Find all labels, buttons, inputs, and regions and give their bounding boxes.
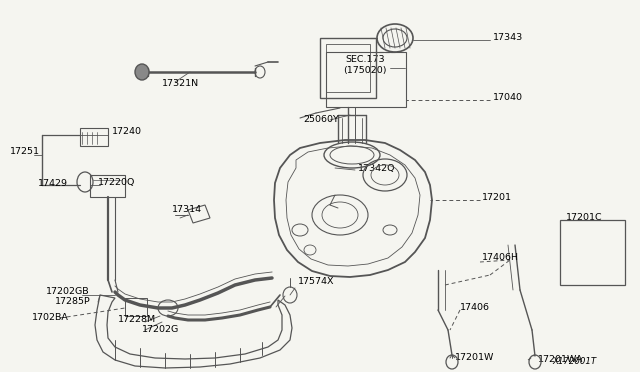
Text: 17201: 17201: [482, 193, 512, 202]
Text: 17201WA: 17201WA: [538, 356, 584, 365]
Bar: [125, 298, 147, 316]
Text: 17228M: 17228M: [118, 315, 156, 324]
Bar: [560, 220, 625, 285]
Text: 17220Q: 17220Q: [98, 179, 136, 187]
Text: 17343: 17343: [493, 33, 524, 42]
Text: (175020): (175020): [343, 65, 387, 74]
Text: 17240: 17240: [112, 128, 142, 137]
Ellipse shape: [135, 64, 149, 80]
Text: 1702BA: 1702BA: [32, 314, 69, 323]
Text: 17429: 17429: [38, 179, 68, 187]
Text: 17406H: 17406H: [482, 253, 519, 263]
Bar: [90, 175, 125, 197]
Text: 17342Q: 17342Q: [358, 164, 396, 173]
Bar: [326, 44, 370, 92]
Text: 17574X: 17574X: [298, 278, 335, 286]
Text: 17040: 17040: [493, 93, 523, 103]
Text: 17202GB: 17202GB: [46, 288, 90, 296]
Text: 17314: 17314: [172, 205, 202, 215]
Bar: [326, 52, 406, 107]
Text: 17201W: 17201W: [455, 353, 494, 362]
Bar: [320, 38, 376, 98]
Text: X172001T: X172001T: [552, 357, 596, 366]
Text: 17202G: 17202G: [142, 326, 179, 334]
Text: 17251: 17251: [10, 148, 40, 157]
Text: 17285P: 17285P: [55, 298, 91, 307]
Bar: [80, 128, 108, 146]
Text: SEC.173: SEC.173: [345, 55, 385, 64]
Text: 17406: 17406: [460, 304, 490, 312]
Text: 17321N: 17321N: [162, 78, 199, 87]
Text: 17201C: 17201C: [566, 214, 603, 222]
Text: 25060Y: 25060Y: [303, 115, 339, 125]
